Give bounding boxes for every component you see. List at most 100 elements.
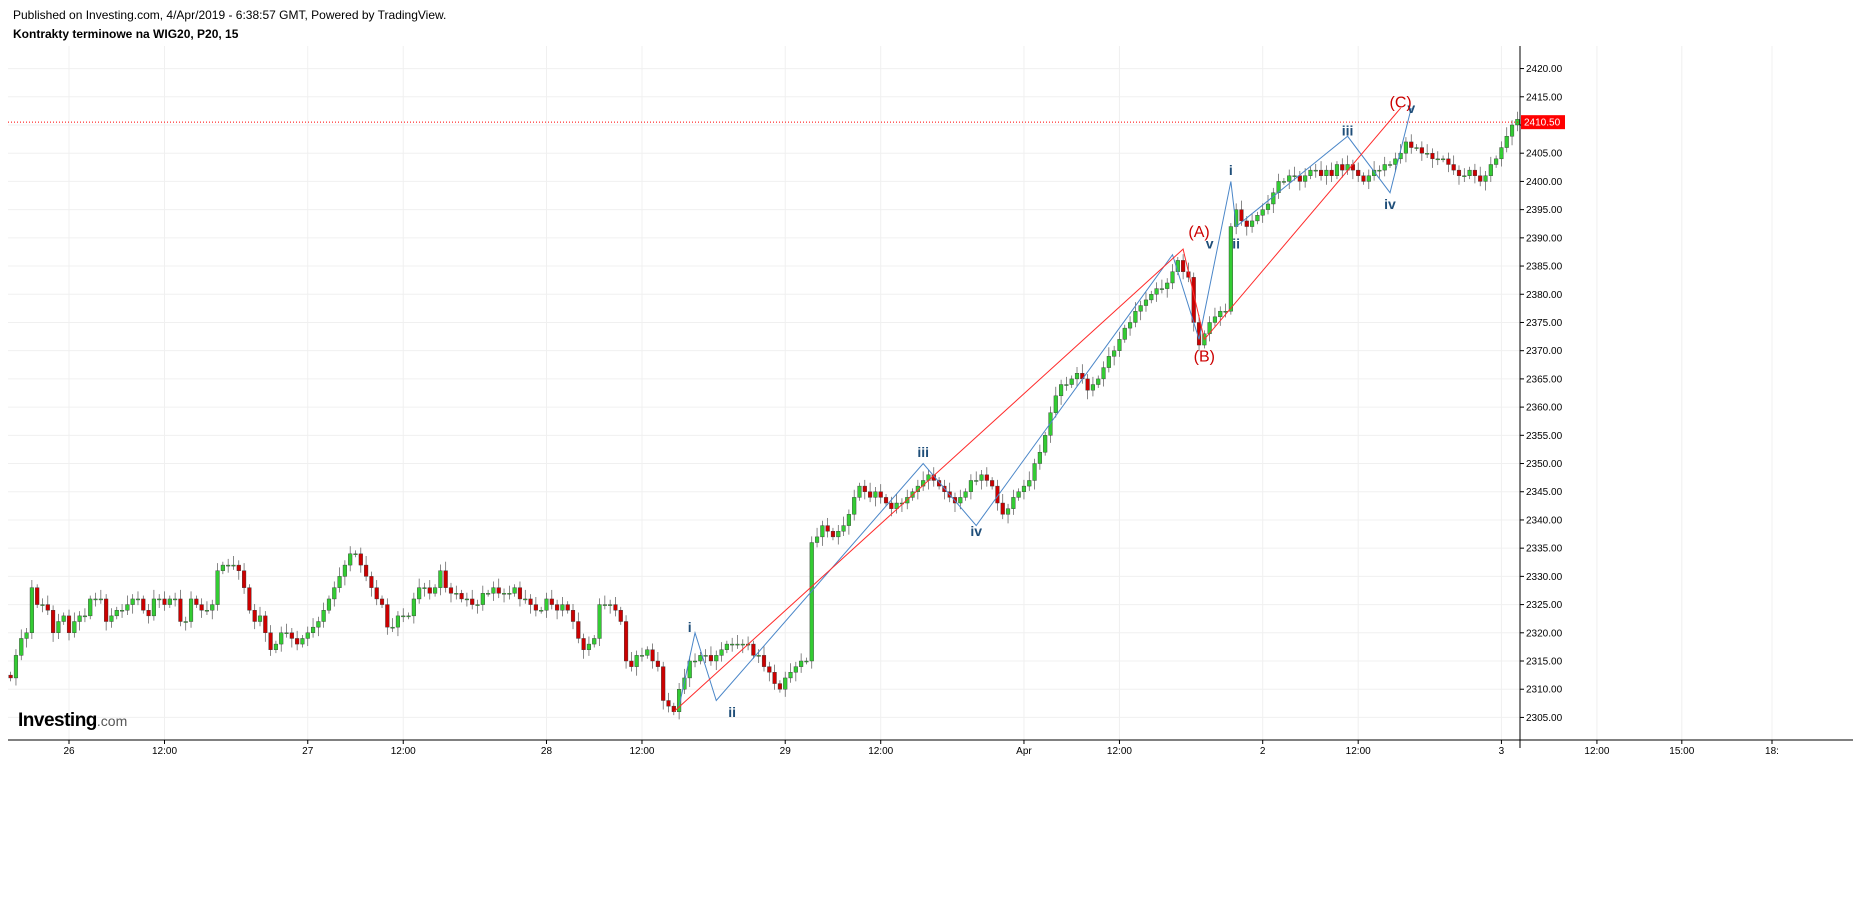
candle-body xyxy=(242,570,247,588)
candle-body xyxy=(51,610,56,633)
candle-body xyxy=(459,593,464,600)
candle-body xyxy=(13,655,19,679)
candle-body xyxy=(1361,175,1366,182)
candle-body xyxy=(1212,316,1218,323)
candle-body xyxy=(390,626,395,629)
candle-body xyxy=(852,497,857,515)
candle-body xyxy=(427,587,432,594)
candle-body xyxy=(1324,169,1329,176)
candle-body xyxy=(1138,305,1143,312)
candle-body xyxy=(1509,124,1515,137)
candle-body xyxy=(1377,169,1382,172)
candle-body xyxy=(98,598,103,601)
candle-body xyxy=(809,542,814,662)
x-tick-label: 12:00 xyxy=(1584,746,1609,757)
candle-body xyxy=(570,610,576,622)
candle-body xyxy=(528,598,533,605)
candle-body xyxy=(1096,378,1101,385)
candle-body xyxy=(438,570,443,588)
candle-body xyxy=(539,610,544,612)
candle-body xyxy=(1387,164,1393,166)
x-tick-label: 12:00 xyxy=(629,746,654,757)
candle-body xyxy=(846,514,851,526)
candle-body xyxy=(480,593,485,605)
candle-body xyxy=(1255,215,1260,222)
candle-body xyxy=(549,598,554,605)
candle-body xyxy=(257,615,263,622)
y-tick-label: 2320.00 xyxy=(1526,628,1563,639)
candle-body xyxy=(188,598,194,622)
candle-body xyxy=(655,660,660,667)
candle-body xyxy=(1011,497,1016,509)
candle-body xyxy=(1112,350,1117,357)
candle-body xyxy=(135,598,141,601)
candle-body xyxy=(470,598,475,605)
logo-suffix: .com xyxy=(96,713,128,729)
candle-body xyxy=(1340,164,1345,171)
y-tick-label: 2415.00 xyxy=(1526,92,1563,103)
candle-body xyxy=(1356,169,1361,176)
x-tick-label: 28 xyxy=(541,746,553,757)
candle-body xyxy=(486,593,491,595)
candle-body xyxy=(231,564,236,567)
candle-body xyxy=(523,598,528,601)
candle-body xyxy=(576,621,581,639)
candle-body xyxy=(1488,164,1493,176)
candle-body xyxy=(358,553,363,566)
wave-label-abc: (A) xyxy=(1188,224,1209,241)
candle-body xyxy=(204,610,210,612)
y-tick-label: 2385.00 xyxy=(1526,262,1563,273)
candle-body xyxy=(401,615,406,618)
candle-body xyxy=(624,621,629,662)
candle-body xyxy=(379,598,385,605)
candle-body xyxy=(1409,141,1414,148)
candle-body xyxy=(1441,158,1446,161)
wave-label-abc: (B) xyxy=(1194,348,1215,365)
candle-body xyxy=(862,485,867,492)
y-tick-label: 2420.00 xyxy=(1526,64,1563,75)
candle-body xyxy=(496,587,501,594)
candle-body xyxy=(422,587,427,589)
candle-body xyxy=(1069,378,1074,385)
candle-body xyxy=(836,531,841,538)
candle-body xyxy=(1090,384,1095,391)
candle-body xyxy=(1366,175,1371,182)
candle-body xyxy=(1143,299,1149,306)
candle-body xyxy=(708,655,714,662)
candle-body xyxy=(1165,282,1170,289)
y-tick-label: 2345.00 xyxy=(1526,487,1563,498)
candle-body xyxy=(151,598,156,617)
candle-body xyxy=(321,610,326,622)
candle-body xyxy=(1329,169,1334,176)
wave-label-impulse: i xyxy=(1229,162,1233,178)
candle-body xyxy=(772,672,777,684)
candle-body xyxy=(984,474,989,481)
y-tick-label: 2375.00 xyxy=(1526,318,1563,329)
candle-body xyxy=(677,689,682,712)
candle-body xyxy=(703,655,708,657)
wave-label-impulse: v xyxy=(1407,100,1415,116)
wave-label-impulse: iii xyxy=(917,444,929,460)
y-tick-label: 2400.00 xyxy=(1526,177,1563,188)
candle-body xyxy=(1435,158,1440,161)
candle-body xyxy=(448,587,454,594)
y-tick-label: 2355.00 xyxy=(1526,431,1563,442)
candle-body xyxy=(1059,384,1064,397)
y-tick-label: 2405.00 xyxy=(1526,149,1563,160)
wave-label-impulse: iv xyxy=(1384,196,1396,212)
y-tick-label: 2340.00 xyxy=(1526,515,1563,526)
candle-body xyxy=(783,677,788,690)
candle-body xyxy=(883,497,889,504)
candle-body xyxy=(501,593,507,595)
y-tick-label: 2305.00 xyxy=(1526,713,1563,724)
candle-body xyxy=(77,615,82,622)
candle-body xyxy=(814,536,820,543)
candle-body xyxy=(560,604,565,611)
x-tick-label: 26 xyxy=(63,746,75,757)
y-tick-label: 2310.00 xyxy=(1526,685,1563,696)
y-tick-label: 2315.00 xyxy=(1526,657,1563,668)
candle-body xyxy=(1000,502,1005,515)
candle-body xyxy=(698,655,703,662)
candle-body xyxy=(109,615,114,622)
